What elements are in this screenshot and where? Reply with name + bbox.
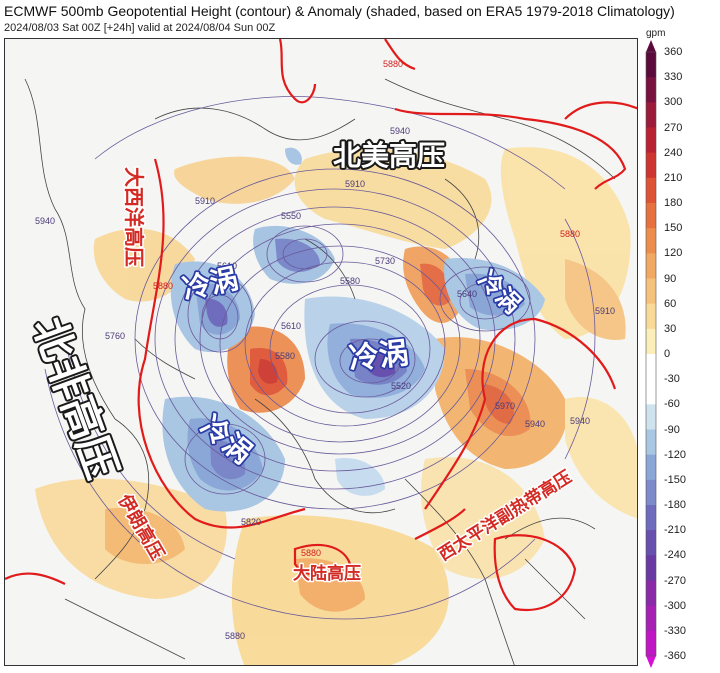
colorbar-segment	[646, 479, 656, 506]
continental-high-label: 大陆高压	[293, 563, 361, 584]
contour-label: 5880	[153, 281, 173, 291]
colorbar-segment	[646, 530, 656, 556]
red-5880-contours	[5, 39, 637, 612]
colorbar-tick-label: 150	[664, 222, 683, 235]
contour-label: 5580	[340, 276, 360, 286]
colorbar-extend-top	[646, 40, 656, 52]
colorbar-tick-label: -270	[664, 574, 687, 587]
colorbar-tick-label: -330	[664, 624, 687, 637]
contour-label: 5940	[525, 419, 545, 429]
contour-label: 5880	[383, 59, 403, 69]
colorbar-tick-label: -120	[664, 448, 687, 461]
coastlines	[24, 78, 616, 665]
contour-label: 5910	[195, 196, 215, 206]
contour-label: 5940	[35, 216, 55, 226]
colorbar-segment	[646, 605, 656, 632]
contour-label: 5730	[375, 256, 395, 266]
colorbar-unit: gpm	[646, 28, 666, 39]
colorbar-tick-label: 0	[664, 348, 671, 360]
colorbar-segment	[646, 102, 656, 128]
colorbar-tick-label: -300	[664, 599, 687, 612]
contour-label: 5520	[391, 381, 411, 391]
contour-label: 5640	[457, 289, 477, 299]
colorbar-segment	[646, 228, 656, 254]
contour-label: 5880	[560, 229, 580, 239]
colorbar-segment	[646, 152, 656, 179]
colorbar-tick-label: 30	[664, 322, 677, 335]
colorbar-tick-label: 180	[664, 197, 683, 209]
height-contours	[44, 96, 596, 620]
colorbar-tick-label: 330	[664, 71, 683, 84]
colorbar-tick-label: 210	[664, 171, 683, 184]
contour-label: 5580	[275, 351, 295, 361]
colorbar-tick-label: -150	[664, 473, 687, 486]
contour-label: 5760	[105, 331, 125, 341]
colorbar-segment	[646, 253, 656, 279]
chart-title: ECMWF 500mb Geopotential Height (contour…	[4, 3, 675, 19]
colorbar-segment	[646, 177, 656, 204]
colorbar-segment	[646, 203, 656, 229]
colorbar-tick-label: 270	[664, 121, 683, 134]
colorbar-segment	[646, 354, 656, 380]
colorbar-segment	[646, 404, 656, 430]
atlantic-high-label: 大西洋高压	[122, 167, 146, 267]
colorbar-tick-label: -240	[664, 549, 687, 562]
colorbar-segment	[646, 77, 656, 103]
polar-map: 5880 5940 5910 5880 5940 5910 5610 5550 …	[4, 38, 638, 666]
contour-label: 5610	[281, 321, 301, 331]
colorbar-tick-label: -180	[664, 499, 687, 511]
contour-label: 5910	[345, 179, 365, 189]
colorbar-outline	[645, 51, 657, 657]
cold-vortex-label-center: 冷涡	[347, 336, 410, 377]
colorbar-tick-label: 60	[664, 297, 677, 310]
colorbar-tick-label: 240	[664, 146, 683, 159]
colorbar-tick-label: -60	[664, 398, 680, 411]
colorbar-segment	[646, 52, 656, 78]
colorbar-segment	[646, 454, 656, 481]
colorbar-segment	[646, 429, 656, 456]
colorbar	[640, 40, 662, 673]
contour-label: 5940	[390, 126, 410, 136]
colorbar-segment	[646, 630, 656, 657]
colorbar-tick-label: -30	[664, 373, 680, 386]
colorbar-tick-label: -360	[664, 650, 687, 662]
contour-label: 5910	[595, 306, 615, 316]
contour-label: 5880	[301, 548, 321, 558]
colorbar-segment	[646, 303, 656, 330]
colorbar-segment	[646, 127, 656, 154]
valid-time-subtitle: 2024/08/03 Sat 00Z [+24h] valid at 2024/…	[4, 22, 276, 34]
colorbar-graphic	[645, 40, 657, 668]
cold-anomaly-shading	[162, 147, 545, 512]
colorbar-tick-label: 300	[664, 96, 683, 109]
contour-label: 5880	[225, 631, 245, 641]
contour-label: 5940	[570, 416, 590, 426]
north-america-high-label: 北美高压	[333, 139, 445, 172]
colorbar-segment	[646, 580, 656, 607]
map-canvas: 5880 5940 5910 5880 5940 5910 5610 5550 …	[5, 39, 637, 665]
contour-label: 5820	[241, 517, 261, 527]
colorbar-tick-label: 360	[664, 46, 683, 58]
contour-label: 5970	[495, 401, 515, 411]
colorbar-extend-bottom	[646, 656, 656, 668]
colorbar-segment	[646, 328, 656, 355]
colorbar-tick-label: 90	[664, 272, 677, 285]
colorbar-segment	[646, 555, 656, 581]
colorbar-segment	[646, 379, 656, 405]
colorbar-tick-label: 120	[664, 247, 683, 260]
colorbar-tick-label: -90	[664, 423, 680, 436]
contour-label: 5550	[281, 211, 301, 221]
contour-value-labels: 5880 5940 5910 5880 5940 5910 5610 5550 …	[35, 59, 615, 641]
colorbar-tick-label: -210	[664, 524, 687, 537]
contour-label: 5610	[217, 261, 237, 271]
colorbar-segment	[646, 278, 656, 305]
colorbar-segment	[646, 505, 656, 531]
